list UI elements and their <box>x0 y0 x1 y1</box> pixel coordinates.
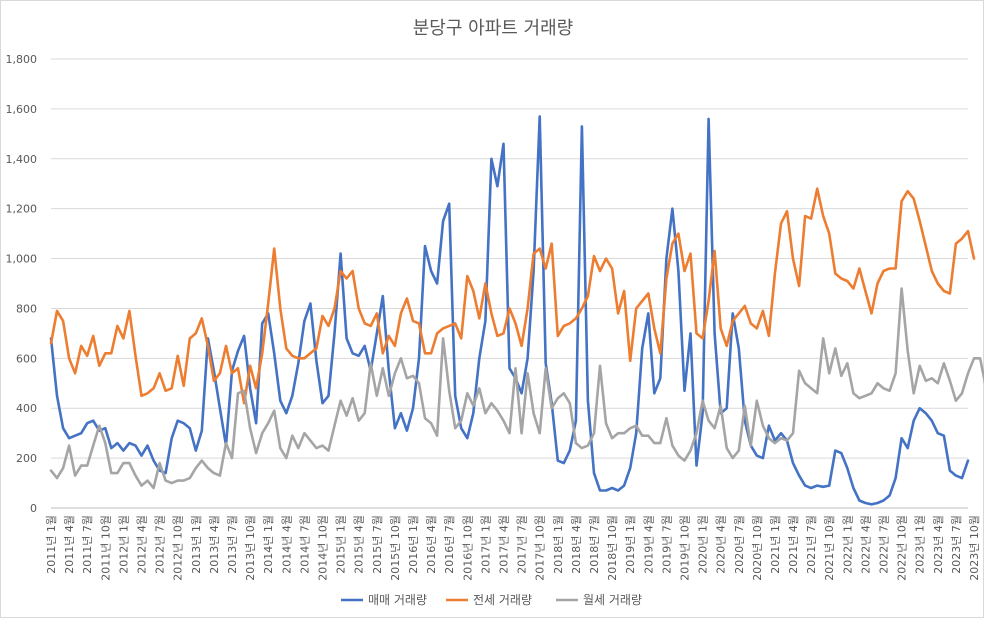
x-tick-label: 2013년 4월 <box>208 515 221 574</box>
gridlines <box>51 58 968 509</box>
series-line-3 <box>49 287 984 490</box>
x-tick-label: 2015년 4월 <box>353 515 366 574</box>
x-tick-label: 2023년 10월 <box>968 515 981 581</box>
x-tick-label: 2015년 7월 <box>371 515 384 574</box>
x-tick-label: 2012년 1월 <box>117 515 130 574</box>
x-tick-label: 2019년 7월 <box>660 515 673 574</box>
x-tick-label: 2022년 7월 <box>878 515 891 574</box>
y-tick-label: 600 <box>16 352 37 365</box>
x-tick-label: 2021년 10월 <box>823 515 836 581</box>
y-tick-label: 800 <box>16 302 37 315</box>
series-line-2 <box>49 187 976 405</box>
y-tick-label: 200 <box>16 452 37 465</box>
series-line-1 <box>49 115 970 506</box>
x-tick-label: 2014년 1월 <box>262 515 275 574</box>
x-tick-label: 2023년 1월 <box>914 515 927 574</box>
x-tick-label: 2018년 7월 <box>588 515 601 574</box>
x-tick-label: 2015년 10월 <box>389 515 402 581</box>
legend-label: 월세 거래량 <box>583 593 642 607</box>
legend-label: 전세 거래량 <box>473 593 532 607</box>
x-tick-label: 2020년 7월 <box>733 515 746 574</box>
x-tick-label: 2013년 1월 <box>190 515 203 574</box>
y-tick-label: 1,000 <box>6 253 38 266</box>
x-tick-label: 2016년 1월 <box>407 515 420 574</box>
x-tick-label: 2017년 1월 <box>479 515 492 574</box>
x-tick-label: 2020년 10월 <box>751 515 764 581</box>
legend: 매매 거래량 전세 거래량 월세 거래량 <box>341 593 642 607</box>
x-tick-label: 2012년 4월 <box>135 515 148 574</box>
x-tick-label: 2012년 7월 <box>154 515 167 574</box>
x-tick-label: 2021년 7월 <box>805 515 818 574</box>
x-tick-label: 2012년 10월 <box>172 515 185 581</box>
x-tick-label: 2018년 10월 <box>606 515 619 581</box>
x-tick-label: 2021년 1월 <box>769 515 782 574</box>
y-tick-label: 1,200 <box>6 203 38 216</box>
y-tick-label: 1,800 <box>6 53 38 66</box>
x-tick-label: 2014년 4월 <box>280 515 293 574</box>
legend-label: 매매 거래량 <box>368 593 427 607</box>
x-tick-label: 2017년 4월 <box>497 515 510 574</box>
x-tick-label: 2017년 10월 <box>534 515 547 581</box>
x-tick-label: 2013년 7월 <box>226 515 239 574</box>
x-tick-label: 2011년 7월 <box>81 515 94 574</box>
x-tick-label: 2016년 7월 <box>443 515 456 574</box>
series-lines <box>49 115 984 506</box>
x-tick-label: 2019년 4월 <box>642 515 655 574</box>
x-tick-label: 2011년 4월 <box>63 515 76 574</box>
x-tick-label: 2014년 7월 <box>298 515 311 574</box>
x-tick-label: 2022년 4월 <box>859 515 872 574</box>
x-tick-label: 2021년 4월 <box>787 515 800 574</box>
x-tick-label: 2018년 4월 <box>570 515 583 574</box>
x-tick-label: 2023년 4월 <box>932 515 945 574</box>
x-tick-label: 2016년 10월 <box>461 515 474 581</box>
y-tick-label: 1,600 <box>6 103 38 116</box>
x-tick-label: 2016년 4월 <box>425 515 438 574</box>
x-tick-label: 2019년 10월 <box>678 515 691 581</box>
x-tick-label: 2014년 10월 <box>316 515 329 581</box>
x-tick-label: 2023년 7월 <box>950 515 963 574</box>
chart-title: 분당구 아파트 거래량 <box>413 18 573 39</box>
y-tick-label: 1,400 <box>6 153 38 166</box>
x-tick-label: 2017년 7월 <box>516 515 529 574</box>
x-tick-label: 2022년 1월 <box>841 515 854 574</box>
y-tick-label: 400 <box>16 402 37 415</box>
y-tick-label: 0 <box>30 502 37 515</box>
x-tick-label: 2013년 10월 <box>244 515 257 581</box>
x-tick-label: 2015년 1월 <box>335 515 348 574</box>
x-tick-label: 2018년 1월 <box>552 515 565 574</box>
x-tick-label: 2019년 1월 <box>624 515 637 574</box>
y-axis-ticks: 0 200 400 600 800 1,000 1,200 1,400 1,600 1,800 <box>6 53 38 515</box>
x-tick-label: 2022년 10월 <box>896 515 909 581</box>
x-axis-ticks: 2011년 1월 2011년 4월 2011년 7월 2011년 10월 2012년 1… <box>45 515 981 581</box>
x-tick-label: 2020년 4월 <box>715 515 728 574</box>
x-tick-label: 2020년 1월 <box>697 515 710 574</box>
x-tick-label: 2011년 1월 <box>45 515 58 574</box>
x-tick-label: 2011년 10월 <box>99 515 112 581</box>
